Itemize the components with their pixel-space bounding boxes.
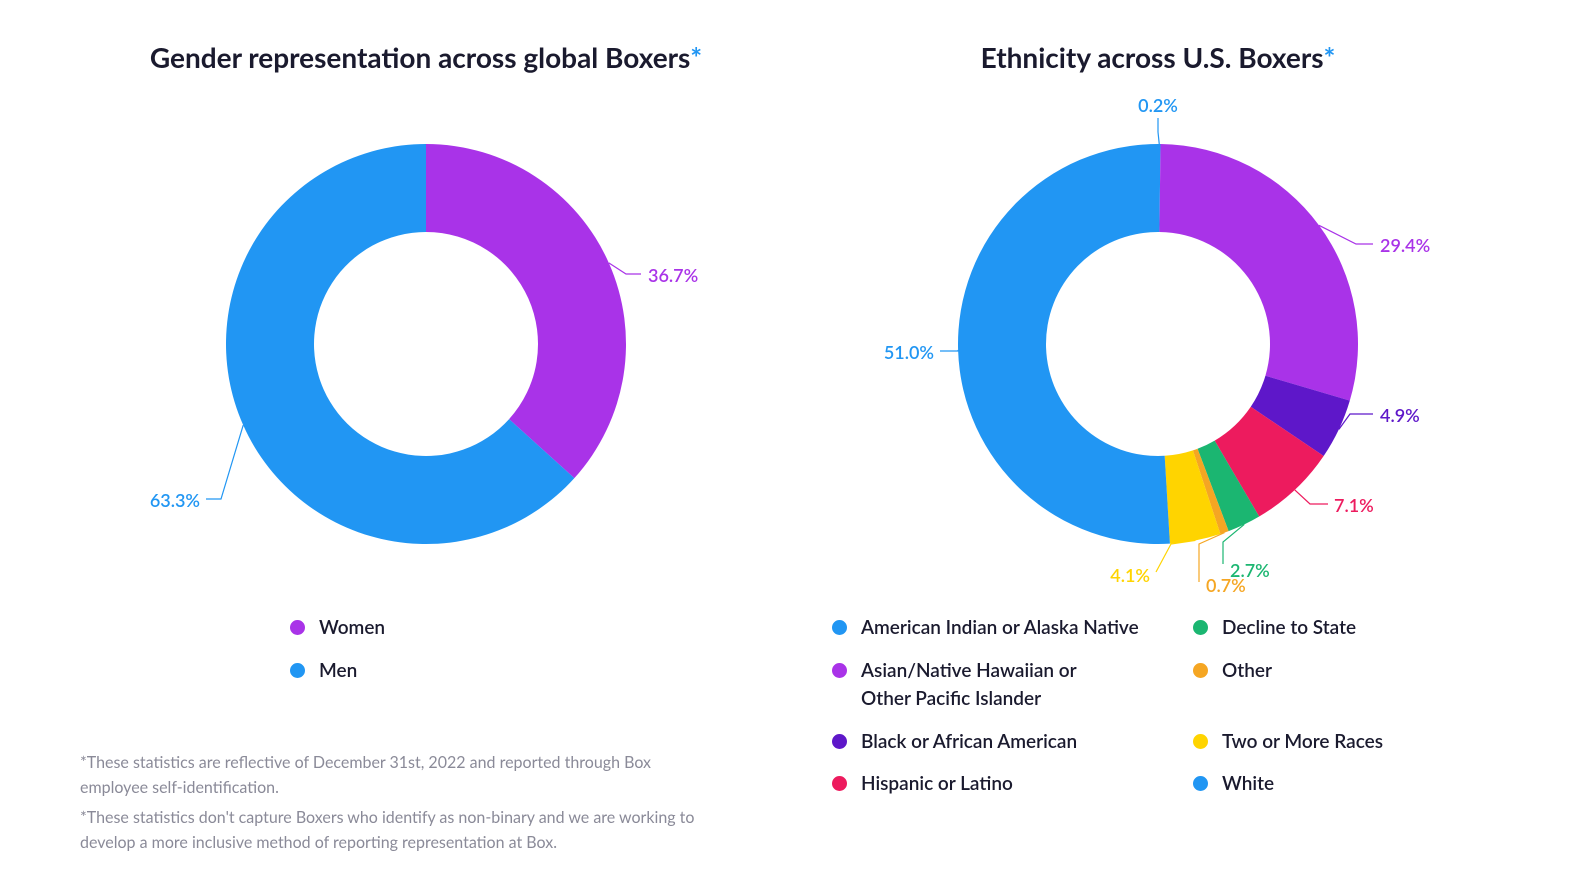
- legend-label: Black or African American: [861, 728, 1077, 757]
- ethnicity-chart-title-text: Ethnicity across U.S. Boxers: [981, 40, 1324, 74]
- footnotes: *These statistics are reflective of Dece…: [80, 750, 720, 860]
- legend-label: Men: [319, 657, 357, 686]
- legend-dot-icon: [290, 620, 305, 635]
- legend-label: American Indian or Alaska Native: [861, 614, 1139, 643]
- leader-line: [1295, 490, 1328, 504]
- slice-percent-label: 36.7%: [648, 264, 698, 286]
- legend-dot-icon: [832, 776, 847, 791]
- slice-percent-label: 29.4%: [1380, 234, 1430, 256]
- legend-dot-icon: [1193, 620, 1208, 635]
- legend-dot-icon: [832, 734, 847, 749]
- slice-percent-label: 0.2%: [1138, 94, 1178, 116]
- ethnicity-legend: American Indian or Alaska Native Decline …: [792, 614, 1524, 799]
- legend-label: Other: [1222, 657, 1272, 686]
- legend-label: Decline to State: [1222, 614, 1356, 643]
- footnote-line: *These statistics don't capture Boxers w…: [80, 805, 720, 856]
- leader-line: [1156, 540, 1195, 572]
- legend-item: Men: [290, 657, 357, 686]
- legend-item: Black or African American: [832, 728, 1163, 757]
- legend-dot-icon: [832, 663, 847, 678]
- legend-label: Two or More Races: [1222, 728, 1383, 757]
- legend-item: Decline to State: [1193, 614, 1524, 643]
- legend-item: Asian/Native Hawaiian orOther Pacific Is…: [832, 657, 1163, 714]
- ethnicity-chart-panel: Ethnicity across U.S. Boxers* 0.2%29.4%4…: [792, 40, 1524, 870]
- legend-item: Hispanic or Latino: [832, 770, 1163, 799]
- slice-percent-label: 0.7%: [1206, 574, 1246, 596]
- legend-item: Women: [290, 614, 385, 643]
- gender-chart-panel: Gender representation across global Boxe…: [60, 40, 792, 870]
- donut-slice: [958, 144, 1170, 544]
- gender-chart-title-text: Gender representation across global Boxe…: [150, 40, 690, 74]
- donut-slice: [1159, 144, 1358, 401]
- ethnicity-chart-title: Ethnicity across U.S. Boxers*: [981, 40, 1336, 74]
- slice-percent-label: 4.9%: [1380, 404, 1420, 426]
- slice-percent-label: 51.0%: [884, 341, 934, 363]
- footnote-line: *These statistics are reflective of Dece…: [80, 750, 720, 801]
- gender-legend: Women Men: [60, 614, 792, 685]
- ethnicity-donut-chart: 0.2%29.4%4.9%7.1%2.7%0.7%4.1%51.0%: [918, 104, 1398, 584]
- legend-dot-icon: [1193, 734, 1208, 749]
- leader-line: [609, 263, 641, 274]
- legend-label: Asian/Native Hawaiian orOther Pacific Is…: [861, 657, 1077, 714]
- legend-item: American Indian or Alaska Native: [832, 614, 1163, 643]
- legend-item: Other: [1193, 657, 1524, 714]
- legend-label: Women: [319, 614, 385, 643]
- donut-slice: [426, 144, 626, 478]
- slice-percent-label: 63.3%: [150, 489, 200, 511]
- legend-dot-icon: [1193, 663, 1208, 678]
- legend-label: Hispanic or Latino: [861, 770, 1013, 799]
- legend-label: White: [1222, 770, 1274, 799]
- legend-dot-icon: [290, 663, 305, 678]
- gender-chart-title: Gender representation across global Boxe…: [150, 40, 702, 74]
- legend-dot-icon: [1193, 776, 1208, 791]
- legend-dot-icon: [832, 620, 847, 635]
- gender-donut-chart: 36.7%63.3%: [186, 104, 666, 584]
- leader-line: [206, 425, 243, 499]
- leader-line: [940, 350, 958, 351]
- asterisk-icon: *: [690, 40, 702, 74]
- asterisk-icon: *: [1323, 40, 1335, 74]
- leader-line: [1158, 118, 1159, 144]
- slice-percent-label: 7.1%: [1334, 494, 1374, 516]
- legend-item: White: [1193, 770, 1524, 799]
- slice-percent-label: 4.1%: [1110, 564, 1150, 586]
- legend-item: Two or More Races: [1193, 728, 1524, 757]
